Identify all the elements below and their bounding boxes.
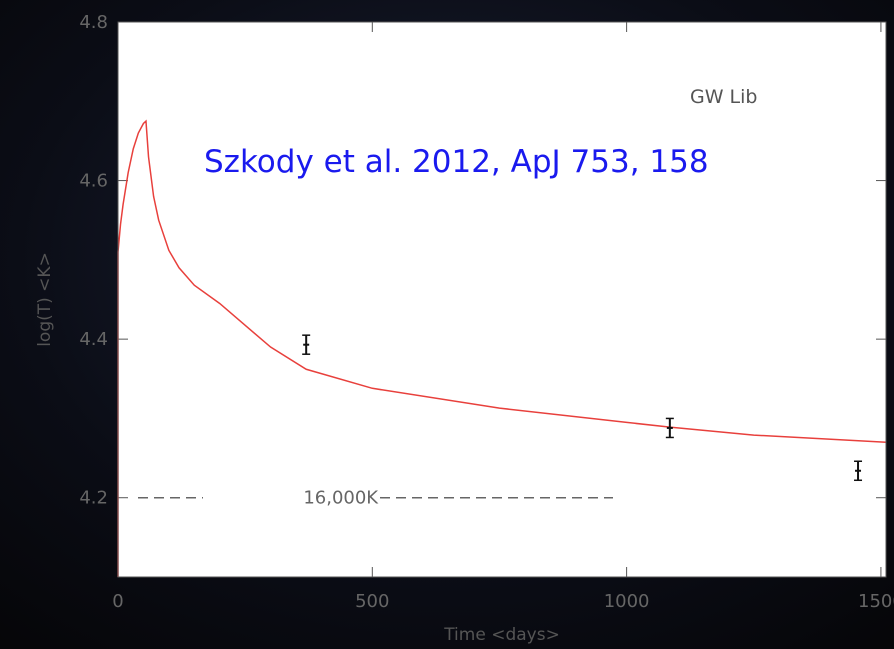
y-axis-label: log(T) <K> bbox=[35, 252, 55, 347]
y-tick-label: 4.2 bbox=[79, 488, 108, 509]
x-tick-label: 500 bbox=[355, 591, 389, 612]
y-tick-label: 4.8 bbox=[79, 12, 108, 33]
plot-frame bbox=[117, 21, 887, 578]
plot-area bbox=[118, 22, 886, 577]
x-tick-label: 1500 bbox=[858, 591, 894, 612]
x-tick-label: 0 bbox=[112, 591, 123, 612]
reference-label: 16,000K bbox=[303, 488, 379, 509]
model-curve bbox=[117, 119, 887, 577]
object-label: GW Lib bbox=[690, 86, 757, 108]
x-axis-label: Time <days> bbox=[443, 625, 560, 645]
citation: Szkody et al. 2012, ApJ 753, 158 bbox=[204, 144, 709, 180]
y-tick-label: 4.4 bbox=[79, 329, 108, 350]
y-tick-label: 4.6 bbox=[79, 171, 108, 192]
x-tick-label: 1000 bbox=[604, 591, 650, 612]
